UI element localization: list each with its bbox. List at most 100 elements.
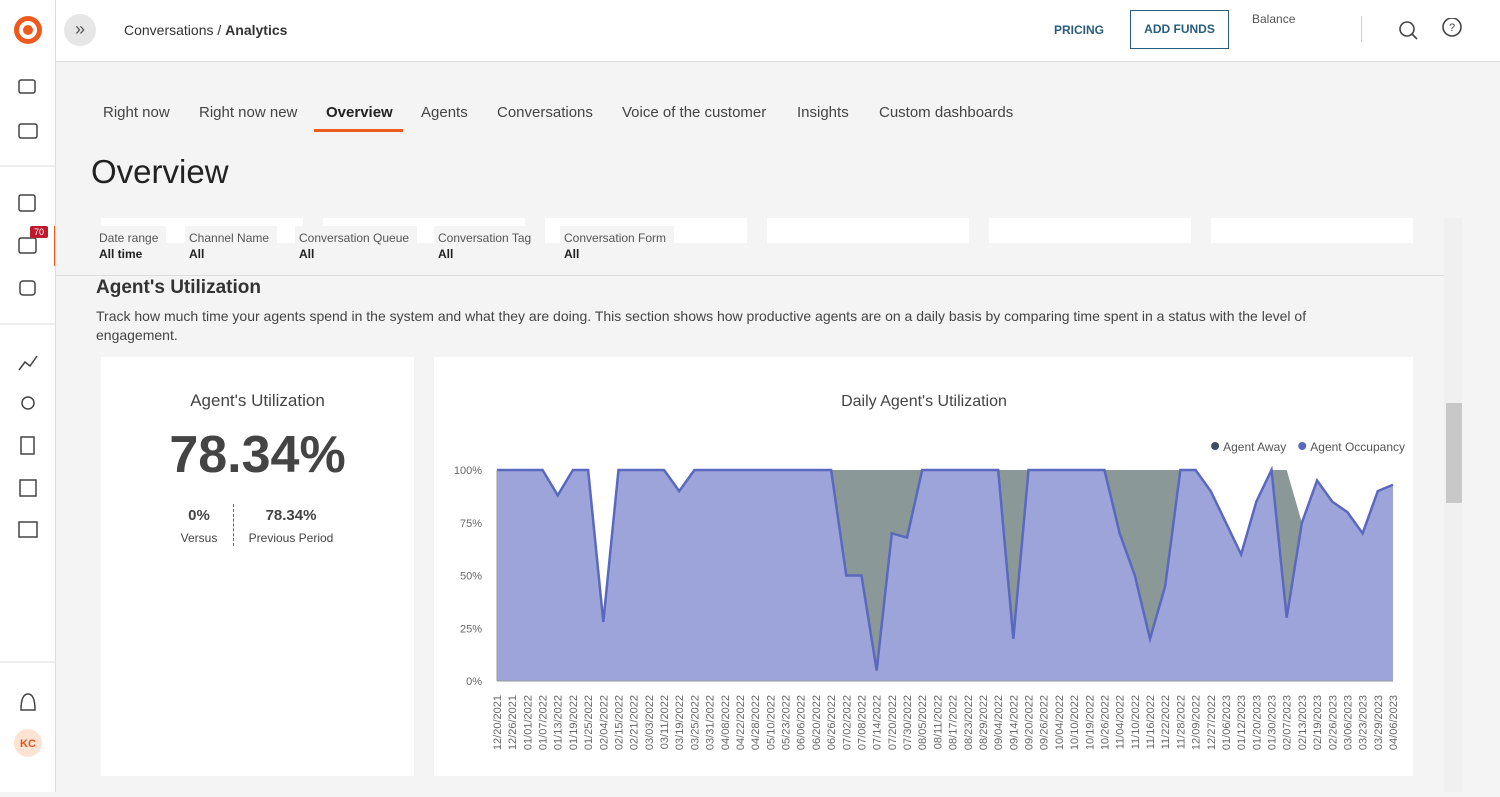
x-tick-label: 09/20/2022 (1024, 695, 1036, 750)
legend-dot (1211, 442, 1220, 450)
add-funds-button[interactable]: ADD FUNDS (1130, 10, 1229, 49)
x-tick-label: 01/30/2023 (1267, 695, 1279, 750)
previous-value: 78.34% (265, 507, 317, 524)
x-tick-label: 08/11/2022 (932, 695, 944, 749)
x-tick-label: 02/19/2023 (1312, 695, 1324, 750)
chart-title: Daily Agent's Utilization (841, 393, 1007, 410)
scrollbar[interactable] (1444, 218, 1462, 792)
filter-label: Conversation Tag (438, 231, 532, 245)
avatar[interactable]: KC (20, 738, 36, 750)
versus-value: 0% (188, 507, 210, 524)
y-tick-label: 75% (460, 518, 482, 530)
svg-text:?: ? (1449, 22, 1455, 34)
y-tick-label: 25% (460, 623, 482, 635)
section-description: Track how much time your agents spend in… (96, 308, 1307, 343)
y-tick-label: 50% (460, 571, 482, 583)
sidebar-icons: 70 KC (0, 16, 56, 757)
tab[interactable]: Voice of the customer (622, 104, 767, 121)
x-tick-label: 08/23/2022 (963, 695, 975, 750)
x-tick-label: 03/25/2022 (689, 695, 701, 750)
x-tick-label: 03/23/2023 (1358, 695, 1370, 750)
x-tick-label: 03/03/2022 (644, 695, 656, 750)
filter[interactable]: Conversation Form All (560, 226, 675, 265)
pricing-link[interactable]: PRICING (1054, 23, 1105, 37)
x-tick-label: 10/04/2022 (1054, 695, 1066, 750)
y-tick-label: 100% (454, 465, 482, 477)
breadcrumb-parent[interactable]: Conversations / (124, 22, 222, 38)
x-tick-label: 09/14/2022 (1008, 695, 1020, 750)
x-tick-label: 08/29/2022 (978, 695, 990, 750)
tab[interactable]: Insights (797, 104, 849, 121)
tab[interactable]: Overview (326, 104, 393, 121)
expand-button[interactable]: » (64, 14, 96, 46)
filter-label: Channel Name (189, 231, 270, 245)
balance: Balance (1252, 12, 1296, 26)
breadcrumb: Conversations / Analytics (124, 22, 287, 38)
kpi-title: Agent's Utilization (190, 391, 325, 410)
kpi-value: 78.34% (169, 426, 346, 484)
x-tick-label: 04/08/2022 (720, 695, 732, 750)
filter[interactable]: Channel Name All (185, 226, 278, 265)
x-tick-label: 01/19/2022 (568, 695, 580, 750)
x-tick-label: 05/10/2022 (765, 695, 777, 750)
x-tick-label: 08/17/2022 (948, 695, 960, 750)
filter-label: Conversation Queue (299, 231, 410, 245)
tab-underline (314, 129, 403, 132)
previous-label: Previous Period (248, 531, 334, 545)
tab[interactable]: Right now new (199, 104, 298, 121)
x-tick-label: 08/05/2022 (917, 695, 929, 750)
breadcrumb-current: Analytics (225, 22, 288, 38)
x-tick-label: 11/28/2022 (1175, 695, 1187, 749)
x-tick-label: 06/20/2022 (811, 695, 823, 750)
x-tick-label: 02/21/2022 (629, 695, 641, 750)
x-tick-label: 10/26/2022 (1099, 695, 1111, 750)
section-title: Agent's Utilization (96, 277, 261, 298)
x-tick-label: 01/25/2022 (583, 695, 595, 750)
x-tick-label: 02/07/2023 (1282, 695, 1294, 750)
area (497, 470, 1393, 671)
x-tick-label: 10/19/2022 (1084, 695, 1096, 750)
filter[interactable]: Conversation Tag All (434, 226, 540, 265)
x-tick-label: 07/08/2022 (856, 695, 868, 750)
x-tick-label: 10/10/2022 (1069, 695, 1081, 750)
x-tick-label: 11/04/2022 (1115, 695, 1127, 749)
filter-value: All (438, 247, 454, 261)
page-title: Overview (91, 153, 229, 190)
top-icons: ? (1399, 18, 1462, 40)
x-tick-label: 01/13/2022 (553, 695, 565, 750)
x-tick-label: 05/23/2022 (781, 695, 793, 750)
tab[interactable]: Conversations (497, 104, 593, 121)
x-tick-label: 03/11/2022 (659, 695, 671, 749)
legend-dot (1298, 442, 1307, 450)
filter-label: Date range (99, 231, 159, 245)
x-tick-label: 03/19/2022 (674, 695, 686, 750)
x-tick-label: 02/26/2023 (1327, 695, 1339, 750)
badge: 70 (34, 227, 44, 237)
x-tick-label: 11/16/2022 (1145, 695, 1157, 749)
x-tick-label: 12/27/2022 (1206, 695, 1218, 750)
x-tick-label: 04/06/2023 (1388, 695, 1400, 750)
x-tick-label: 01/20/2023 (1251, 695, 1263, 750)
area (497, 470, 1393, 681)
x-tick-label: 11/10/2022 (1130, 695, 1142, 749)
x-tick-label: 03/29/2023 (1373, 695, 1385, 750)
x-tick-label: 07/02/2022 (841, 695, 853, 750)
x-tick-label: 07/20/2022 (887, 695, 899, 750)
x-tick-label: 12/09/2022 (1191, 695, 1203, 750)
filter-value: All (299, 247, 315, 261)
kpi-card: Agent's Utilization 78.34% 0% Versus 78.… (101, 357, 414, 776)
chart-card: Daily Agent's Utilization 0% 25% 50% 75% 100… (434, 357, 1413, 776)
tab[interactable]: Agents (421, 104, 468, 121)
filter[interactable]: Date range All time (95, 226, 167, 265)
tab[interactable]: Custom dashboards (879, 104, 1014, 121)
x-tick-label: 06/26/2022 (826, 695, 838, 750)
x-tick-label: 02/13/2023 (1297, 695, 1309, 750)
x-tick-label: 09/26/2022 (1039, 695, 1051, 750)
x-tick-label: 12/26/2021 (507, 695, 519, 750)
line (497, 465, 1394, 671)
chart: Daily Agent's Utilization 0% 25% 50% 75% 100… (454, 393, 1405, 750)
x-tick-label: 04/28/2022 (750, 695, 762, 750)
filter[interactable]: Conversation Queue All (295, 226, 418, 265)
tab[interactable]: Right now (103, 104, 170, 121)
x-tick-label: 04/22/2022 (735, 695, 747, 750)
